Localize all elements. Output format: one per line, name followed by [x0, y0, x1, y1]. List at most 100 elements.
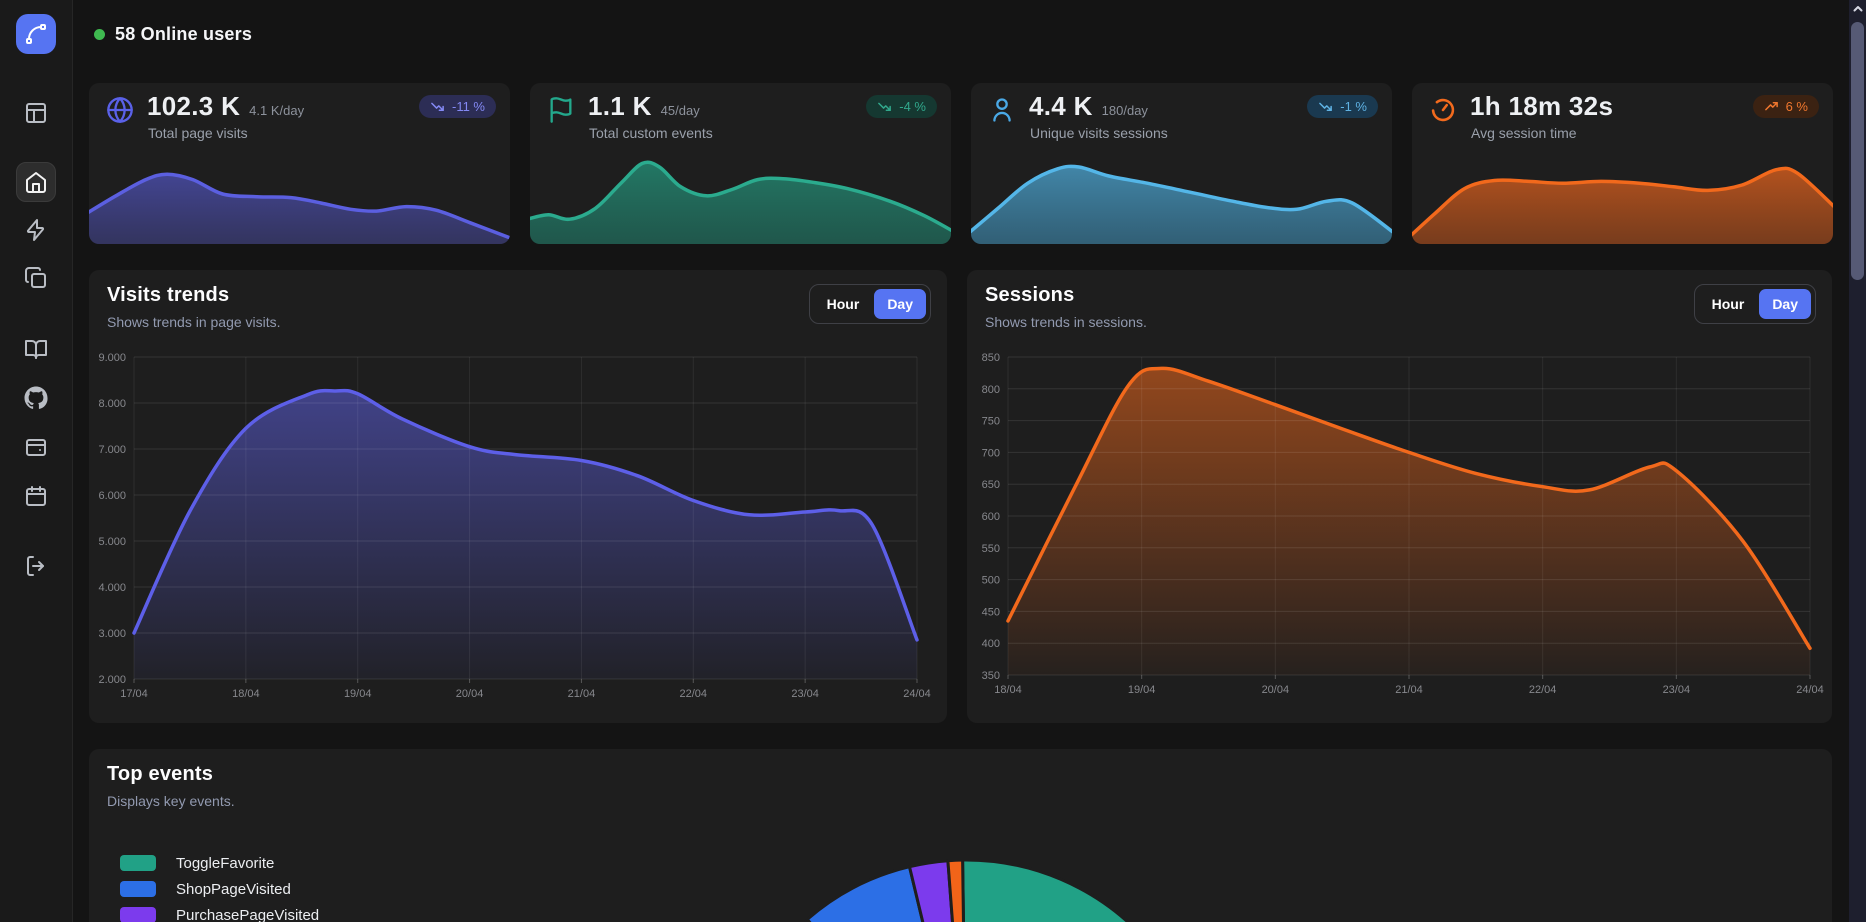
svg-text:400: 400: [982, 638, 1000, 650]
trending-down-icon: [431, 102, 444, 111]
visits-trends-card: Visits trends Shows trends in page visit…: [89, 270, 947, 723]
svg-text:2.000: 2.000: [98, 674, 126, 686]
sidebar-item-docs[interactable]: [16, 329, 56, 369]
sidebar-item-calendar[interactable]: [16, 476, 56, 516]
legend-swatch: [120, 855, 156, 871]
online-status-dot: [94, 29, 105, 40]
sessions-title: Sessions: [985, 284, 1075, 306]
legend-item: ToggleFavorite: [120, 853, 319, 873]
events-pie-chart: [805, 858, 1130, 922]
svg-text:19/04: 19/04: [344, 688, 372, 700]
svg-text:17/04: 17/04: [120, 688, 148, 700]
stat-card-total-custom-events: 1.1 K 45/day Total custom events -4 %: [530, 83, 951, 244]
sidebar-item-layout[interactable]: [16, 93, 56, 133]
scroll-up-arrow[interactable]: [1851, 2, 1864, 16]
svg-text:21/04: 21/04: [568, 688, 596, 700]
svg-text:650: 650: [982, 479, 1000, 491]
trending-down-icon: [1319, 102, 1333, 111]
svg-text:24/04: 24/04: [903, 688, 931, 700]
sidebar: [0, 0, 73, 922]
legend-swatch: [120, 907, 156, 922]
stat-card-avg-session-time: 1h 18m 32s Avg session time 6 %: [1412, 83, 1833, 244]
toggle-hour-button[interactable]: Hour: [1699, 289, 1758, 319]
svg-text:19/04: 19/04: [1128, 684, 1156, 696]
top-events-title: Top events: [107, 763, 214, 785]
stat-label: Total page visits: [148, 125, 248, 141]
stat-value: 4.4 K: [1029, 91, 1093, 121]
legend-swatch: [120, 881, 156, 897]
svg-text:21/04: 21/04: [1395, 684, 1423, 696]
timer-icon: [1429, 96, 1457, 124]
top-events-subtitle: Displays key events.: [107, 793, 235, 809]
svg-text:22/04: 22/04: [1529, 684, 1557, 696]
svg-text:450: 450: [982, 606, 1000, 618]
svg-text:24/04: 24/04: [1796, 684, 1824, 696]
legend-item: ShopPageVisited: [120, 879, 319, 899]
sidebar-item-wallet[interactable]: [16, 427, 56, 467]
page-scrollbar: [1849, 0, 1866, 922]
book-open-icon: [25, 340, 47, 359]
svg-text:23/04: 23/04: [1663, 684, 1691, 696]
sidebar-item-logout[interactable]: [16, 546, 56, 586]
visits-interval-toggle: Hour Day: [808, 284, 931, 324]
layout-icon: [26, 103, 46, 123]
app-logo[interactable]: [16, 14, 56, 54]
events-legend: ToggleFavorite ShopPageVisited PurchaseP…: [120, 853, 319, 922]
calendar-icon: [26, 486, 46, 506]
globe-icon: [106, 96, 134, 124]
stat-rate: 45/day: [660, 103, 700, 118]
svg-text:600: 600: [982, 511, 1000, 523]
trend-badge: -11 %: [419, 95, 496, 118]
toggle-day-button[interactable]: Day: [1759, 289, 1811, 319]
online-users-header: 58 Online users: [94, 24, 252, 45]
svg-text:18/04: 18/04: [994, 684, 1022, 696]
svg-text:9.000: 9.000: [98, 352, 126, 364]
stat-label: Total custom events: [589, 125, 713, 141]
svg-text:350: 350: [982, 670, 1000, 682]
stat-rate: 180/day: [1101, 103, 1148, 118]
toggle-hour-button[interactable]: Hour: [814, 289, 873, 319]
zap-icon: [26, 219, 45, 241]
sidebar-item-actions[interactable]: [16, 210, 56, 250]
svg-text:20/04: 20/04: [456, 688, 484, 700]
svg-text:22/04: 22/04: [680, 688, 708, 700]
wallet-icon: [26, 439, 46, 456]
legend-item: PurchasePageVisited: [120, 905, 319, 922]
trend-badge: -4 %: [866, 95, 937, 118]
svg-text:550: 550: [982, 543, 1000, 555]
stat-label: Avg session time: [1471, 125, 1577, 141]
stat-sparkline: [89, 172, 510, 244]
svg-text:850: 850: [982, 352, 1000, 364]
scrollbar-thumb[interactable]: [1851, 22, 1864, 280]
stat-value: 102.3 K: [147, 91, 241, 121]
svg-text:23/04: 23/04: [791, 688, 819, 700]
stat-sparkline: [530, 160, 951, 244]
svg-text:7.000: 7.000: [98, 444, 126, 456]
sessions-chart: 850 800 750 700 650 600 550 500 450 400 350 18/04 19…: [982, 352, 1824, 696]
toggle-day-button[interactable]: Day: [874, 289, 926, 319]
svg-text:700: 700: [982, 447, 1000, 459]
sidebar-item-github[interactable]: [16, 378, 56, 418]
home-icon: [26, 172, 46, 193]
logout-icon: [27, 556, 44, 576]
svg-text:500: 500: [982, 575, 1000, 587]
spline-curve-icon: [26, 24, 46, 44]
sessions-subtitle: Shows trends in sessions.: [985, 314, 1147, 330]
svg-text:6.000: 6.000: [98, 490, 126, 502]
svg-text:800: 800: [982, 384, 1000, 396]
top-events-card: Top events Displays key events. ToggleFa…: [89, 749, 1832, 922]
sidebar-item-home[interactable]: [16, 162, 56, 202]
user-icon: [988, 96, 1016, 124]
stat-card-unique-visits-sessions: 4.4 K 180/day Unique visits sessions -1 …: [971, 83, 1392, 244]
svg-text:4.000: 4.000: [98, 582, 126, 594]
stat-rate: 4.1 K/day: [249, 103, 305, 118]
sessions-interval-toggle: Hour Day: [1693, 284, 1816, 324]
svg-text:3.000: 3.000: [98, 628, 126, 640]
github-icon: [24, 386, 48, 409]
sidebar-item-pages[interactable]: [16, 258, 56, 298]
stat-sparkline: [971, 164, 1392, 244]
svg-text:20/04: 20/04: [1262, 684, 1290, 696]
stat-card-total-page-visits: 102.3 K 4.1 K/day Total page visits -11 …: [89, 83, 510, 244]
svg-text:18/04: 18/04: [232, 688, 260, 700]
